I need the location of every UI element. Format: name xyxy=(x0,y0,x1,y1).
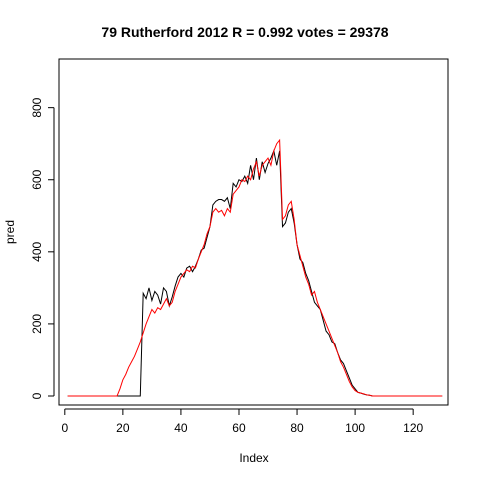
x-tick-label: 120 xyxy=(403,421,423,435)
chart-title: 79 Rutherford 2012 R = 0.992 votes = 293… xyxy=(101,24,388,40)
y-tick-label: 800 xyxy=(30,97,44,117)
y-tick-label: 600 xyxy=(30,169,44,189)
series-line-2 xyxy=(67,138,443,397)
x-tick-label: 60 xyxy=(232,421,246,435)
x-axis: 0 20 40 60 80 100 120 xyxy=(61,408,423,435)
y-tick-label: 0 xyxy=(30,392,44,399)
x-axis-label: Index xyxy=(239,451,268,465)
plot-area xyxy=(67,138,443,397)
y-axis-label: pred xyxy=(3,220,17,244)
series-line-1 xyxy=(67,149,443,397)
x-tick-label: 80 xyxy=(290,421,304,435)
x-tick-label: 0 xyxy=(61,421,68,435)
plot-frame xyxy=(58,58,449,406)
y-tick-label: 400 xyxy=(30,241,44,261)
y-axis: 0 200 400 600 800 xyxy=(30,97,55,399)
x-tick-label: 20 xyxy=(116,421,130,435)
x-tick-label: 40 xyxy=(174,421,188,435)
y-tick-label: 200 xyxy=(30,314,44,334)
x-tick-label: 100 xyxy=(345,421,365,435)
